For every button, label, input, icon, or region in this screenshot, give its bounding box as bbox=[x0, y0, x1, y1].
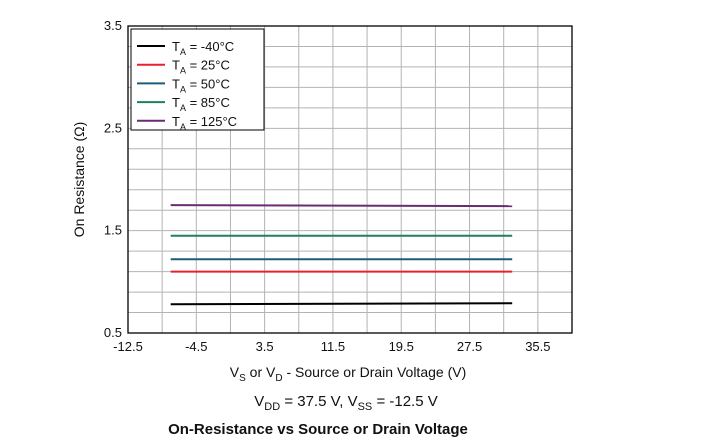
x-tick-label: -4.5 bbox=[185, 339, 207, 354]
series-line bbox=[170, 204, 513, 208]
plot-frame bbox=[127, 25, 573, 334]
x-axis-label: VS or VD - Source or Drain Voltage (V) bbox=[230, 364, 466, 384]
legend-entry: TA = 85°C bbox=[172, 95, 230, 113]
x-tick-labels: -12.5 -4.5 3.5 11.5 19.5 27.5 35.5 bbox=[113, 339, 550, 354]
legend-entry: TA = 25°C bbox=[172, 58, 230, 76]
test-condition: VDD = 37.5 V, VSS = -12.5 V bbox=[254, 393, 438, 413]
grid-lines bbox=[128, 26, 572, 333]
series-lines bbox=[170, 204, 513, 306]
legend: TA = -40°CTA = 25°CTA = 50°CTA = 85°CTA … bbox=[130, 28, 265, 132]
y-tick-label: 1.5 bbox=[104, 223, 122, 238]
x-tick-label: 11.5 bbox=[321, 339, 345, 354]
legend-entry: TA = 125°C bbox=[172, 114, 237, 132]
y-tick-label: 3.5 bbox=[104, 18, 122, 33]
series-line bbox=[170, 302, 513, 306]
chart-caption: On-Resistance vs Source or Drain Voltage bbox=[168, 421, 468, 438]
x-tick-label: 19.5 bbox=[389, 339, 414, 354]
y-tick-label: 0.5 bbox=[104, 325, 122, 340]
legend-entry: TA = -40°C bbox=[172, 39, 234, 57]
y-axis-label: On Resistance (Ω) bbox=[71, 122, 87, 238]
x-tick-label: 27.5 bbox=[457, 339, 482, 354]
y-tick-label: 2.5 bbox=[104, 120, 122, 135]
legend-entry: TA = 50°C bbox=[172, 76, 230, 94]
y-tick-labels: 0.5 1.5 2.5 3.5 bbox=[104, 18, 122, 340]
x-tick-label: 35.5 bbox=[525, 339, 550, 354]
x-tick-label: -12.5 bbox=[113, 339, 143, 354]
x-tick-label: 3.5 bbox=[256, 339, 274, 354]
